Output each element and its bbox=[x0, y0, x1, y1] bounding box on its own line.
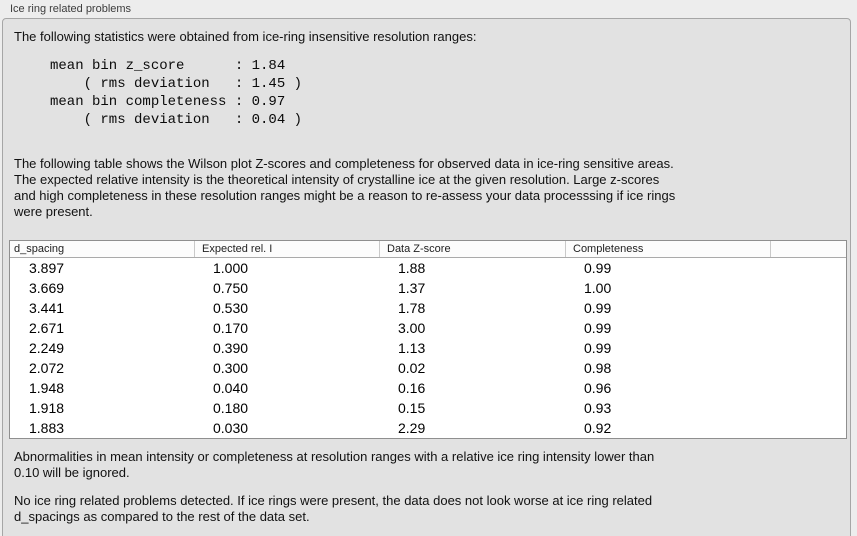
intro-text: The following statistics were obtained f… bbox=[14, 29, 477, 44]
table-cell: 2.072 bbox=[29, 360, 65, 376]
table-cell-filler bbox=[770, 358, 846, 378]
table-cell: 0.99 bbox=[584, 260, 612, 276]
table-cell-filler bbox=[770, 378, 846, 398]
panel-title: Ice ring related problems bbox=[10, 3, 132, 15]
table-cell: 0.030 bbox=[213, 420, 249, 436]
table-cell: 0.98 bbox=[584, 360, 612, 376]
table-cell: 0.300 bbox=[213, 360, 249, 376]
table-row[interactable]: 3.441 0.530 1.78 0.99 bbox=[10, 298, 846, 318]
table-header-row: d_spacing Expected rel. I Data Z-score C… bbox=[10, 241, 846, 258]
column-header-data-z-score[interactable]: Data Z-score bbox=[379, 241, 565, 257]
column-header-filler bbox=[770, 241, 846, 257]
table-cell: 0.040 bbox=[213, 380, 249, 396]
table-cell: 0.93 bbox=[584, 400, 612, 416]
table-cell: 2.29 bbox=[398, 420, 426, 436]
conclusion-text: No ice ring related problems detected. I… bbox=[14, 493, 653, 524]
table-cell: 1.883 bbox=[29, 420, 65, 436]
table-cell: 3.00 bbox=[398, 320, 426, 336]
table-cell-filler bbox=[770, 278, 846, 298]
table-cell: 3.669 bbox=[29, 280, 65, 296]
table-cell: 1.00 bbox=[584, 280, 612, 296]
table-cell: 0.390 bbox=[213, 340, 249, 356]
table-cell: 1.918 bbox=[29, 400, 65, 416]
table-row[interactable]: 1.948 0.040 0.16 0.96 bbox=[10, 378, 846, 398]
table-cell-filler bbox=[770, 418, 846, 438]
table-cell: 1.000 bbox=[213, 260, 249, 276]
stats-block: mean bin z_score : 1.84 ( rms deviation … bbox=[50, 58, 303, 128]
table-cell: 2.671 bbox=[29, 320, 65, 336]
table-row[interactable]: 3.897 1.000 1.88 0.99 bbox=[10, 258, 846, 278]
table-cell: 0.92 bbox=[584, 420, 612, 436]
table-cell-filler bbox=[770, 318, 846, 338]
table-row[interactable]: 3.669 0.750 1.37 1.00 bbox=[10, 278, 846, 298]
column-header-d-spacing[interactable]: d_spacing bbox=[14, 243, 65, 255]
group-box: The following statistics were obtained f… bbox=[2, 18, 851, 536]
table-cell: 0.16 bbox=[398, 380, 426, 396]
table-cell: 0.530 bbox=[213, 300, 249, 316]
table-cell-filler bbox=[770, 298, 846, 318]
table-cell: 2.249 bbox=[29, 340, 65, 356]
table-row[interactable]: 2.249 0.390 1.13 0.99 bbox=[10, 338, 846, 358]
table-cell: 0.99 bbox=[584, 320, 612, 336]
ice-ring-table[interactable]: d_spacing Expected rel. I Data Z-score C… bbox=[9, 240, 847, 439]
table-cell: 0.15 bbox=[398, 400, 426, 416]
table-cell: 1.37 bbox=[398, 280, 426, 296]
table-cell: 0.99 bbox=[584, 340, 612, 356]
table-cell-filler bbox=[770, 258, 846, 278]
table-cell: 0.170 bbox=[213, 320, 249, 336]
table-cell: 0.96 bbox=[584, 380, 612, 396]
table-row[interactable]: 1.918 0.180 0.15 0.93 bbox=[10, 398, 846, 418]
column-header-completeness[interactable]: Completeness bbox=[565, 241, 770, 257]
table-cell: 1.948 bbox=[29, 380, 65, 396]
table-row[interactable]: 1.883 0.030 2.29 0.92 bbox=[10, 418, 846, 438]
table-cell: 0.99 bbox=[584, 300, 612, 316]
table-cell: 0.180 bbox=[213, 400, 249, 416]
table-cell-filler bbox=[770, 398, 846, 418]
table-row[interactable]: 2.671 0.170 3.00 0.99 bbox=[10, 318, 846, 338]
table-row[interactable]: 2.072 0.300 0.02 0.98 bbox=[10, 358, 846, 378]
ignore-note-text: Abnormalities in mean intensity or compl… bbox=[14, 449, 655, 480]
column-header-expected-rel-i[interactable]: Expected rel. I bbox=[194, 241, 379, 257]
table-cell: 1.88 bbox=[398, 260, 426, 276]
table-cell: 0.750 bbox=[213, 280, 249, 296]
table-cell: 0.02 bbox=[398, 360, 426, 376]
table-description-text: The following table shows the Wilson plo… bbox=[14, 156, 676, 219]
table-cell: 1.13 bbox=[398, 340, 426, 356]
table-cell: 3.897 bbox=[29, 260, 65, 276]
table-body: 3.897 1.000 1.88 0.99 3.669 0.750 1.37 1.00 3.44… bbox=[10, 258, 846, 438]
table-cell: 3.441 bbox=[29, 300, 65, 316]
table-cell-filler bbox=[770, 338, 846, 358]
table-cell: 1.78 bbox=[398, 300, 426, 316]
